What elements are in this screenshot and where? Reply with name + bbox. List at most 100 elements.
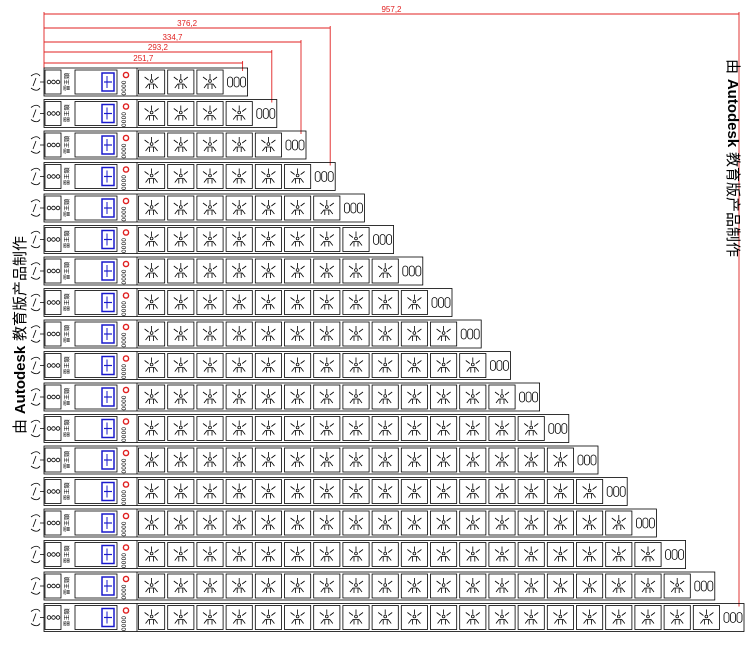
mounting-bracket [44,573,62,599]
power-strip-row: 雷王頸 0000 [30,414,570,443]
mounting-bracket [44,479,62,504]
watermark-brand: Autodesk [12,345,29,414]
indicator-light-icon [122,607,130,614]
universal-socket-icon [342,258,370,284]
universal-socket-icon [313,195,341,221]
universal-socket-icon [167,353,195,378]
power-strip-rows: 雷王頸 0000 雷王頸 0000 雷王頸 0000 雷王頸 0000 雷王頸 0000 雷王頸 00… [30,67,745,632]
universal-socket-icon [313,321,341,347]
mounting-bracket [44,69,62,95]
watermark-suffix: 教育版产品制作 [724,147,742,257]
watermark-left: 由 Autodesk 教育版产品制作 [11,236,29,434]
strip-body [43,99,278,128]
indicator-light-icon [122,229,130,236]
universal-socket-icon [196,195,224,221]
universal-socket-icon [342,321,370,347]
universal-socket-icon [196,542,224,567]
universal-socket-icon [634,573,662,599]
dimension-line: 334,7 [44,33,302,134]
universal-socket-icon [342,227,370,252]
universal-socket-icon [254,258,282,284]
universal-socket-icon [430,479,458,504]
switch-label: 0000 [121,616,128,631]
universal-socket-icon [400,353,428,378]
dimension-label: 334,7 [162,33,183,42]
universal-socket-icon [400,510,428,536]
universal-socket-icon [284,258,312,284]
universal-socket-icon [634,605,662,630]
universal-socket-icon [459,447,487,473]
universal-socket-icon [196,258,224,284]
strip-brand-label: 雷王頸 [64,577,71,595]
switch-label: 0000 [121,364,128,379]
universal-socket-icon [430,605,458,630]
universal-socket-icon [517,416,545,441]
power-strip-row: 雷王頸 0000 [30,225,395,254]
universal-socket-icon [196,353,224,378]
universal-socket-icon [225,510,253,536]
universal-socket-icon [225,132,253,158]
mounting-bracket [44,227,62,252]
universal-socket-icon [225,290,253,315]
universal-socket-icon [138,227,166,252]
universal-socket-icon [284,164,312,189]
universal-socket-icon [488,573,516,599]
universal-socket-icon [167,573,195,599]
end-cap [577,454,597,466]
power-strip-row: 雷王頸 0000 [30,256,424,286]
strip-body [43,603,745,632]
universal-socket-icon [576,542,604,567]
universal-socket-icon [138,573,166,599]
plug-cable-icon [30,577,44,595]
power-strip-row: 雷王頸 0000 [30,477,628,506]
universal-socket-icon [546,573,574,599]
universal-socket-icon [254,479,282,504]
universal-socket-icon [225,258,253,284]
plug-cable-icon [30,293,44,312]
universal-socket-icon [225,479,253,504]
universal-socket-icon [284,573,312,599]
universal-socket-icon [254,542,282,567]
breaker-switch-icon [74,384,118,410]
strip-body [43,540,686,569]
indicator-light-icon [122,481,130,488]
indicator-light-icon [122,449,130,457]
universal-socket-icon [605,542,633,567]
universal-socket-icon [313,290,341,315]
universal-socket-icon [342,510,370,536]
switch-label: 0000 [121,301,128,316]
universal-socket-icon [400,479,428,504]
plug-cable-icon [30,73,44,91]
universal-socket-icon [605,605,633,630]
universal-socket-icon [663,573,691,599]
universal-socket-icon [517,479,545,504]
breaker-switch-icon [74,542,118,567]
universal-socket-icon [342,416,370,441]
dimension-line: 251,7 [44,54,244,71]
universal-socket-icon [254,447,282,473]
svg-text:由 Autodesk 教育版产品制作: 由 Autodesk 教育版产品制作 [724,59,742,257]
universal-socket-icon [167,132,195,158]
universal-socket-icon [371,416,399,441]
strip-brand-label: 雷王頸 [64,230,71,248]
strip-body [43,225,395,254]
watermark-brand: Autodesk [724,79,741,148]
universal-socket-icon [196,384,224,410]
universal-socket-icon [138,321,166,347]
universal-socket-icon [313,447,341,473]
switch-label: 0000 [121,521,128,536]
strip-body [43,414,570,443]
plug-cable-icon [30,199,44,217]
universal-socket-icon [225,164,253,189]
mounting-bracket [44,447,62,473]
universal-socket-icon [459,384,487,410]
power-strip-row: 雷王頸 0000 [30,67,249,97]
strip-body [43,256,424,286]
universal-socket-icon [459,416,487,441]
universal-socket-icon [663,605,691,630]
universal-socket-icon [430,416,458,441]
universal-socket-icon [167,605,195,630]
universal-socket-icon [459,542,487,567]
universal-socket-icon [167,227,195,252]
plug-cable-icon [30,167,44,186]
